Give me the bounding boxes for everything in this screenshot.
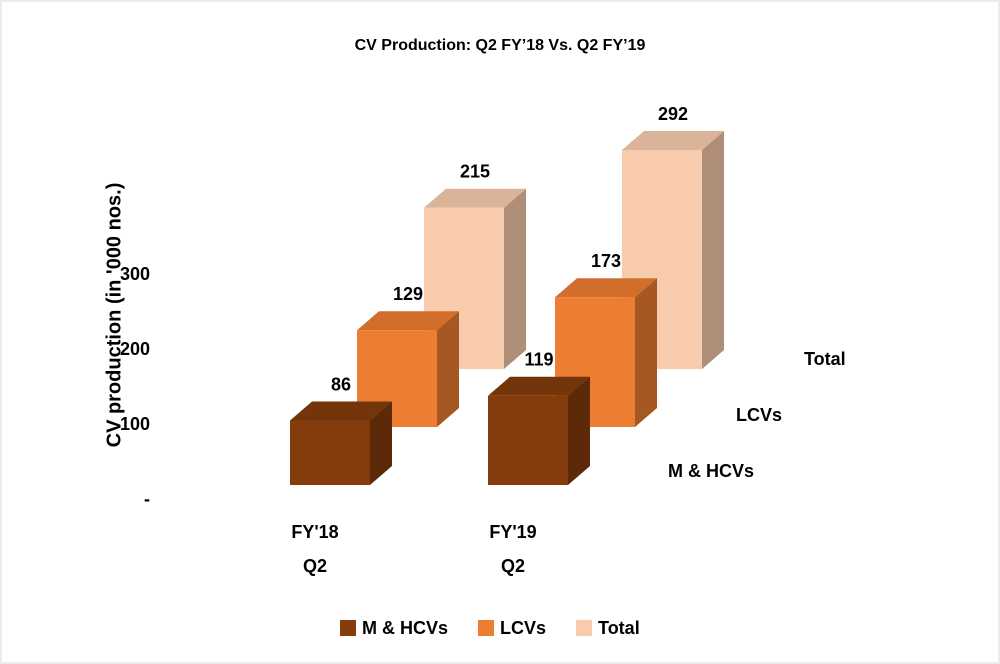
x-tick-label-line: FY'19 <box>489 522 536 542</box>
legend-label: M & HCVs <box>362 618 448 638</box>
chart-title: CV Production: Q2 FY’18 Vs. Q2 FY’19 <box>355 37 646 54</box>
bar-side <box>370 401 392 485</box>
y-tick-label: 300 <box>120 264 150 284</box>
bar-side <box>504 188 526 369</box>
data-label: 173 <box>591 251 621 271</box>
y-tick-label: - <box>144 489 150 509</box>
x-tick-label-line: FY'18 <box>291 522 338 542</box>
bar-side <box>437 311 459 427</box>
legend-label: LCVs <box>500 618 546 638</box>
legend-swatch <box>340 620 356 636</box>
y-axis-title: CV production (in '000 nos.) <box>103 183 125 448</box>
x-tick-label-line: Q2 <box>501 556 525 576</box>
bar-side <box>568 376 590 485</box>
x-tick-label-line: Q2 <box>303 556 327 576</box>
bar-top <box>424 188 526 208</box>
legend-swatch <box>478 620 495 636</box>
legend-label: Total <box>598 618 640 638</box>
data-label: 119 <box>524 350 553 370</box>
bar-top <box>488 376 590 396</box>
bar <box>290 401 392 485</box>
bar-top <box>357 311 459 331</box>
bar-side <box>635 278 657 427</box>
bar <box>488 376 590 485</box>
data-label: 129 <box>393 284 423 304</box>
data-label: 86 <box>331 374 351 394</box>
legend-swatch <box>576 620 593 636</box>
series-depth-label: Total <box>804 349 846 369</box>
y-tick-label: 100 <box>120 414 150 434</box>
bar-front <box>488 395 568 485</box>
bar-top <box>622 131 724 150</box>
y-tick-label: 200 <box>120 339 150 359</box>
bar-top <box>290 401 392 421</box>
bar-top <box>555 278 657 298</box>
series-depth-label: LCVs <box>736 405 782 425</box>
data-label: 215 <box>460 162 490 182</box>
x-tick-label: FY'19 Q2 <box>489 522 536 576</box>
bar-front <box>290 420 370 485</box>
bar-side <box>702 131 724 369</box>
x-tick-label: FY'18 Q2 <box>291 522 338 576</box>
series-depth-label: M & HCVs <box>668 461 754 481</box>
data-label: 292 <box>658 104 688 124</box>
